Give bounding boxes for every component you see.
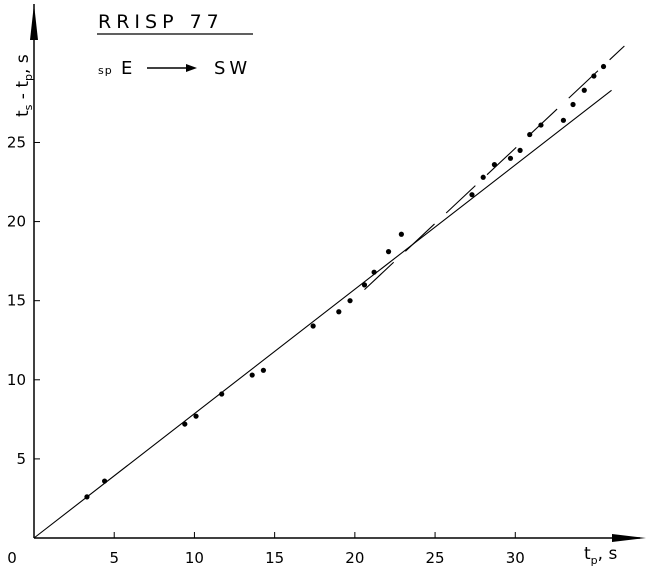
y-label-sub1: s [22,104,35,110]
y-axis-arrow [30,4,38,40]
data-point [193,413,199,419]
x-tick-label: 5 [109,549,119,567]
data-point [101,478,108,484]
data-point [527,131,533,138]
x-tick-label: 30 [506,549,525,567]
data-point [517,147,523,153]
data-point [600,63,607,70]
data-point [538,122,544,128]
y-ticks: 5 10 15 20 25 [7,133,40,468]
data-point [260,367,267,373]
y-tick-label: 15 [7,292,26,310]
y-label-sub2: p [22,74,35,81]
svg-text:ts - tp, s: ts - tp, s [13,54,35,117]
y-tick-label: 25 [7,133,26,151]
x-tick-label: 25 [426,549,445,567]
svg-text:tp, s: tp, s [584,544,617,567]
x-label-unit: , s [598,544,618,564]
y-tick-label: 5 [16,450,26,468]
data-point [507,155,514,161]
x-axis-label: tp, s [584,544,617,567]
subtitle-from: E [121,58,136,79]
fit-lines [33,45,625,539]
data-points [84,63,607,500]
data-point [347,298,353,304]
y-axis-label: ts - tp, s [13,54,35,117]
reference-solid-line [33,89,612,539]
x-tick-label: 10 [185,549,204,567]
x-tick-label: 0 [7,549,17,567]
data-point [361,282,368,288]
data-point [480,174,486,180]
x-axis-arrow [612,534,646,542]
data-point [84,494,90,500]
data-point [570,101,576,108]
data-point [398,231,404,237]
title-block: RRISP 77 sp E SW [97,11,253,79]
subtitle-prefix: sp [98,64,113,77]
axes: 0 5 10 15 20 25 30 5 10 15 20 25 [7,4,646,567]
subtitle-to: SW [214,58,251,79]
data-point [385,249,392,255]
data-point [591,73,597,79]
data-point [581,87,587,93]
data-point [182,421,188,427]
data-point [219,391,225,397]
x-label-t: t [584,544,591,564]
x-tick-label: 20 [345,549,364,567]
data-point [469,192,475,198]
y-tick-label: 20 [7,213,26,231]
data-point [310,323,316,329]
y-label-minus: - [13,88,33,105]
x-tick-label: 15 [265,549,284,567]
y-label-t1: t [13,110,33,117]
data-point [371,269,377,275]
data-point [491,162,498,168]
y-tick-label: 10 [7,371,26,389]
y-label-unit: , s [13,54,33,74]
data-point [336,309,342,315]
fit-dashed-line [364,45,625,291]
data-point [249,372,255,378]
x-ticks: 0 5 10 15 20 25 30 [7,532,525,567]
data-point [560,117,567,123]
subtitle-arrow-head [186,64,197,72]
y-label-t2: t [13,81,33,88]
x-label-sub: p [591,554,598,567]
chart-title: RRISP 77 [98,11,224,33]
